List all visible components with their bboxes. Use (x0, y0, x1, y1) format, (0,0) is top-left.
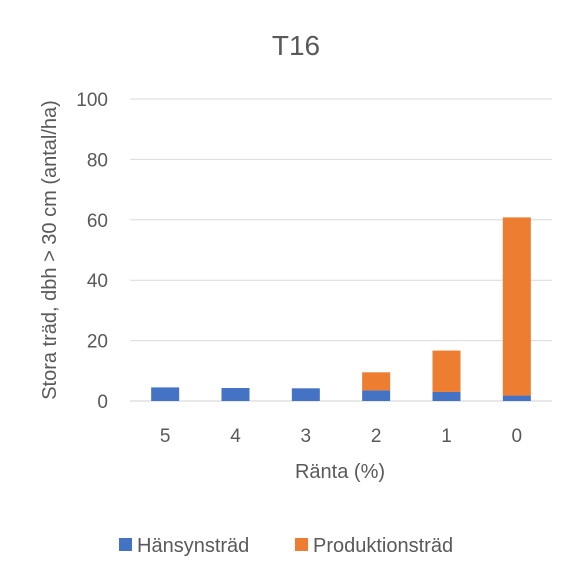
x-tick-labels: 5 4 3 2 1 0 (160, 426, 522, 447)
bar-hansynstrad (291, 388, 320, 401)
legend-label: Produktionsträd (313, 535, 453, 557)
x-axis-label: Ränta (%) (295, 461, 385, 483)
bar-produktionstrad (432, 350, 461, 392)
x-tick-label: 2 (371, 426, 382, 447)
y-tick-label: 40 (87, 271, 108, 292)
x-tick-label: 0 (512, 426, 523, 447)
x-tick-label: 4 (230, 426, 241, 447)
legend-swatch (119, 538, 132, 551)
y-tick-label: 0 (97, 392, 108, 413)
gridlines (130, 98, 552, 402)
x-tick-label: 3 (301, 426, 312, 447)
y-tick-label: 80 (87, 150, 108, 171)
legend-label: Hänsynsträd (137, 535, 249, 557)
legend: Hänsynsträd Produktionsträd (119, 535, 453, 557)
bar-produktionstrad (502, 217, 531, 396)
bar-hansynstrad (221, 388, 250, 401)
y-tick-label: 20 (87, 332, 108, 353)
legend-swatch (295, 538, 308, 551)
x-tick-label: 5 (160, 426, 171, 447)
y-tick-label: 60 (87, 211, 108, 232)
chart-title: T16 (272, 30, 320, 61)
bar-hansynstrad (362, 390, 391, 401)
y-tick-labels: 0 20 40 60 80 100 (76, 90, 108, 413)
x-tick-label: 1 (441, 426, 452, 447)
bar-hansynstrad (151, 387, 180, 401)
bar-hansynstrad (502, 395, 531, 401)
bar-produktionstrad (362, 372, 391, 391)
y-axis-label: Stora träd, dbh > 30 cm (antal/ha) (39, 100, 61, 400)
bar-hansynstrad (432, 391, 461, 401)
y-tick-label: 100 (76, 90, 108, 111)
bars (151, 217, 531, 401)
